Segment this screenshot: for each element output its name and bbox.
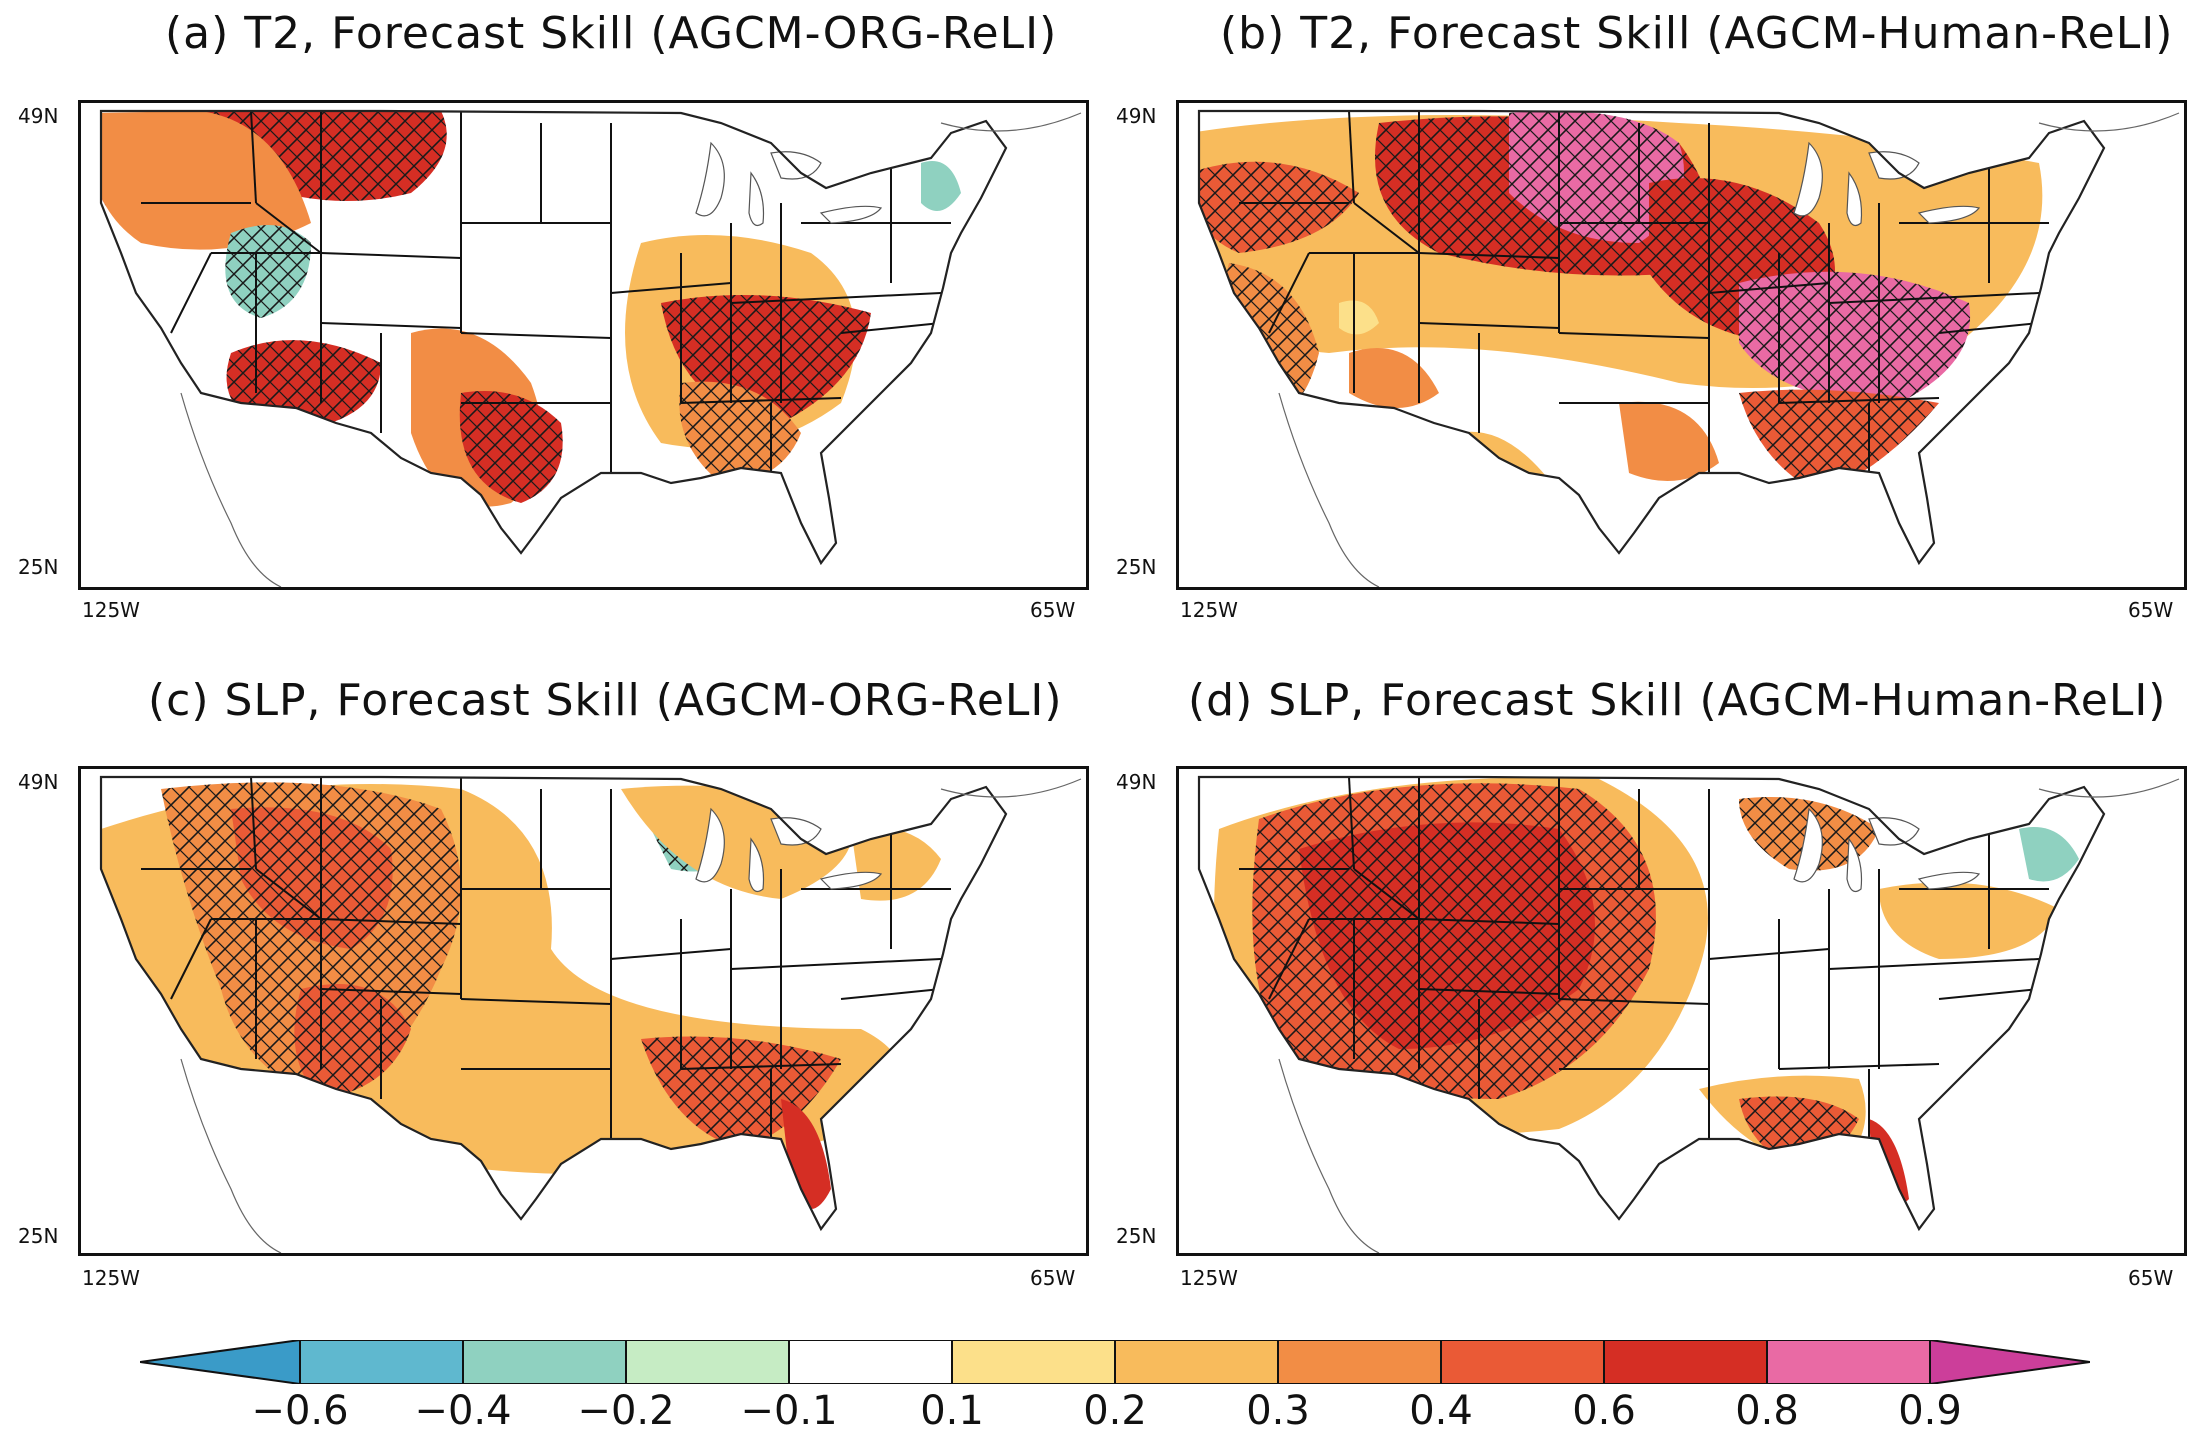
- lon-label-right: 65W: [2128, 598, 2174, 622]
- colorbar-tick-label: −0.1: [740, 1388, 838, 1434]
- colorbar-segment: [951, 1340, 1116, 1384]
- skill-map: [99, 109, 1082, 587]
- colorbar-tick-label: 0.4: [1409, 1388, 1473, 1434]
- boundaries: [99, 775, 1082, 1253]
- lon-label-right: 65W: [1030, 1266, 1076, 1290]
- significance-hatch: [1739, 389, 1939, 493]
- skill-region: [101, 111, 311, 250]
- lat-label-bottom: 25N: [18, 555, 59, 579]
- colorbar-segment: [299, 1340, 464, 1384]
- colorbar-tick-label: 0.3: [1246, 1388, 1310, 1434]
- lat-label-top: 49N: [1116, 104, 1157, 128]
- lon-label-right: 65W: [1030, 598, 1076, 622]
- shading-layer: [101, 777, 1006, 1229]
- boundaries: [1197, 109, 2180, 587]
- colorbar-tick-label: 0.9: [1898, 1388, 1962, 1434]
- colorbar-segment: [1766, 1340, 1931, 1384]
- skill-region: [851, 827, 941, 901]
- shading-layer: [1199, 111, 2104, 563]
- map-frame: [1176, 100, 2187, 590]
- significance-hatch: [1509, 111, 1684, 243]
- skill-region: [2019, 827, 2079, 882]
- skill-region: [921, 161, 961, 211]
- colorbar-segment: [1114, 1340, 1279, 1384]
- coastline: [99, 775, 1008, 1232]
- colorbar-segment: [1603, 1340, 1768, 1384]
- boundaries: [1197, 775, 2180, 1253]
- map-frame: [78, 766, 1089, 1256]
- colorbar: [140, 1340, 2090, 1384]
- colorbar-segment: [788, 1340, 953, 1384]
- skill-map: [1197, 775, 2180, 1253]
- significance-hatch: [459, 391, 563, 503]
- colorbar-tick-label: −0.6: [251, 1388, 349, 1434]
- coastline: [1197, 109, 2106, 566]
- map-frame: [1176, 766, 2187, 1256]
- lon-label-right: 65W: [2128, 1266, 2174, 1290]
- significance-hatch: [1739, 271, 1971, 403]
- shading-layer: [101, 111, 1006, 563]
- map-frame: [78, 100, 1089, 590]
- lon-label-left: 125W: [1180, 1266, 1238, 1290]
- lat-label-top: 49N: [18, 770, 59, 794]
- skill-map: [1197, 109, 2180, 587]
- skill-region: [1349, 348, 1439, 408]
- lat-label-top: 49N: [18, 104, 59, 128]
- panel-title: (b) T2, Forecast Skill (AGCM-Human-ReLI): [1220, 8, 2174, 59]
- panel-title: (a) T2, Forecast Skill (AGCM-ORG-ReLI): [165, 8, 1058, 59]
- colorbar-tick-label: −0.4: [414, 1388, 512, 1434]
- colorbar-min-triangle: [140, 1340, 301, 1384]
- colorbar-segment: [462, 1340, 627, 1384]
- significance-hatch: [1199, 161, 1359, 253]
- colorbar-max-triangle: [1929, 1340, 2090, 1384]
- colorbar-segment: [625, 1340, 790, 1384]
- skill-region: [1879, 882, 2059, 959]
- lat-label-bottom: 25N: [1116, 555, 1157, 579]
- colorbar-tick-label: 0.1: [920, 1388, 984, 1434]
- boundaries: [99, 109, 1082, 587]
- colorbar-segment: [1277, 1340, 1442, 1384]
- lon-label-left: 125W: [82, 1266, 140, 1290]
- colorbar-tick-label: 0.2: [1083, 1388, 1147, 1434]
- coastline: [99, 109, 1008, 566]
- lat-label-bottom: 25N: [18, 1224, 59, 1248]
- significance-hatch: [225, 225, 311, 318]
- skill-region: [1619, 401, 1719, 481]
- colorbar-tick-label: −0.2: [577, 1388, 675, 1434]
- coastline: [1197, 775, 2106, 1232]
- panel-title: (c) SLP, Forecast Skill (AGCM-ORG-ReLI): [148, 675, 1063, 726]
- skill-region: [1339, 300, 1379, 335]
- lat-label-bottom: 25N: [1116, 1224, 1157, 1248]
- skill-map: [99, 775, 1082, 1253]
- colorbar-segment: [1440, 1340, 1605, 1384]
- lon-label-left: 125W: [82, 598, 140, 622]
- lat-label-top: 49N: [1116, 770, 1157, 794]
- lon-label-left: 125W: [1180, 598, 1238, 622]
- colorbar-tick-label: 0.8: [1735, 1388, 1799, 1434]
- panel-title: (d) SLP, Forecast Skill (AGCM-Human-ReLI…: [1188, 675, 2167, 726]
- colorbar-tick-label: 0.6: [1572, 1388, 1636, 1434]
- significance-hatch: [231, 807, 393, 949]
